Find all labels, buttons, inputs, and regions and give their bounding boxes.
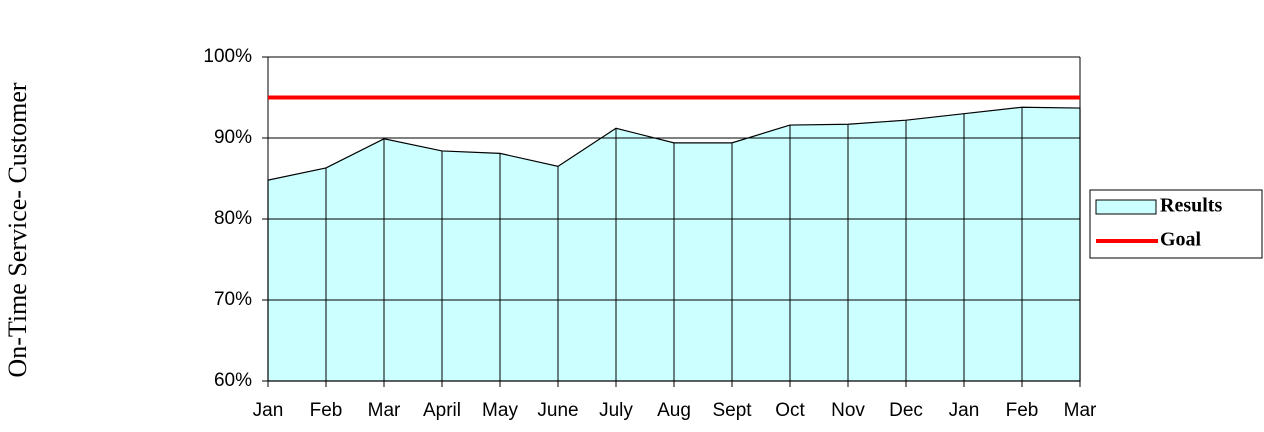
legend-label: Goal (1160, 229, 1202, 251)
x-tick-label: Mar (1064, 400, 1097, 421)
legend-label: Results (1160, 195, 1222, 217)
x-tick-label: Jan (949, 400, 980, 421)
y-tick-label: 90% (214, 127, 252, 148)
x-tick-label: Dec (889, 400, 923, 421)
y-tick-label: 80% (214, 208, 252, 229)
legend-swatch (1095, 199, 1157, 215)
x-tick-label: Feb (1006, 400, 1039, 421)
y-axis-label: On-Time Service- Customer (3, 82, 32, 377)
x-tick-label: April (423, 400, 461, 421)
x-tick-label: Sept (712, 400, 752, 421)
x-tick-label: June (537, 400, 578, 421)
x-tick-label: July (599, 400, 633, 421)
x-tick-label: Aug (657, 400, 691, 421)
y-tick-label: 70% (214, 289, 252, 310)
y-tick-label: 60% (214, 370, 252, 391)
x-tick-label: Feb (310, 400, 343, 421)
x-tick-label: Mar (368, 400, 401, 421)
x-tick-label: Oct (775, 400, 805, 421)
x-tick-label: Jan (253, 400, 284, 421)
x-tick-label: May (482, 400, 518, 421)
y-tick-label: 100% (203, 46, 252, 67)
x-tick-label: Nov (831, 400, 865, 421)
